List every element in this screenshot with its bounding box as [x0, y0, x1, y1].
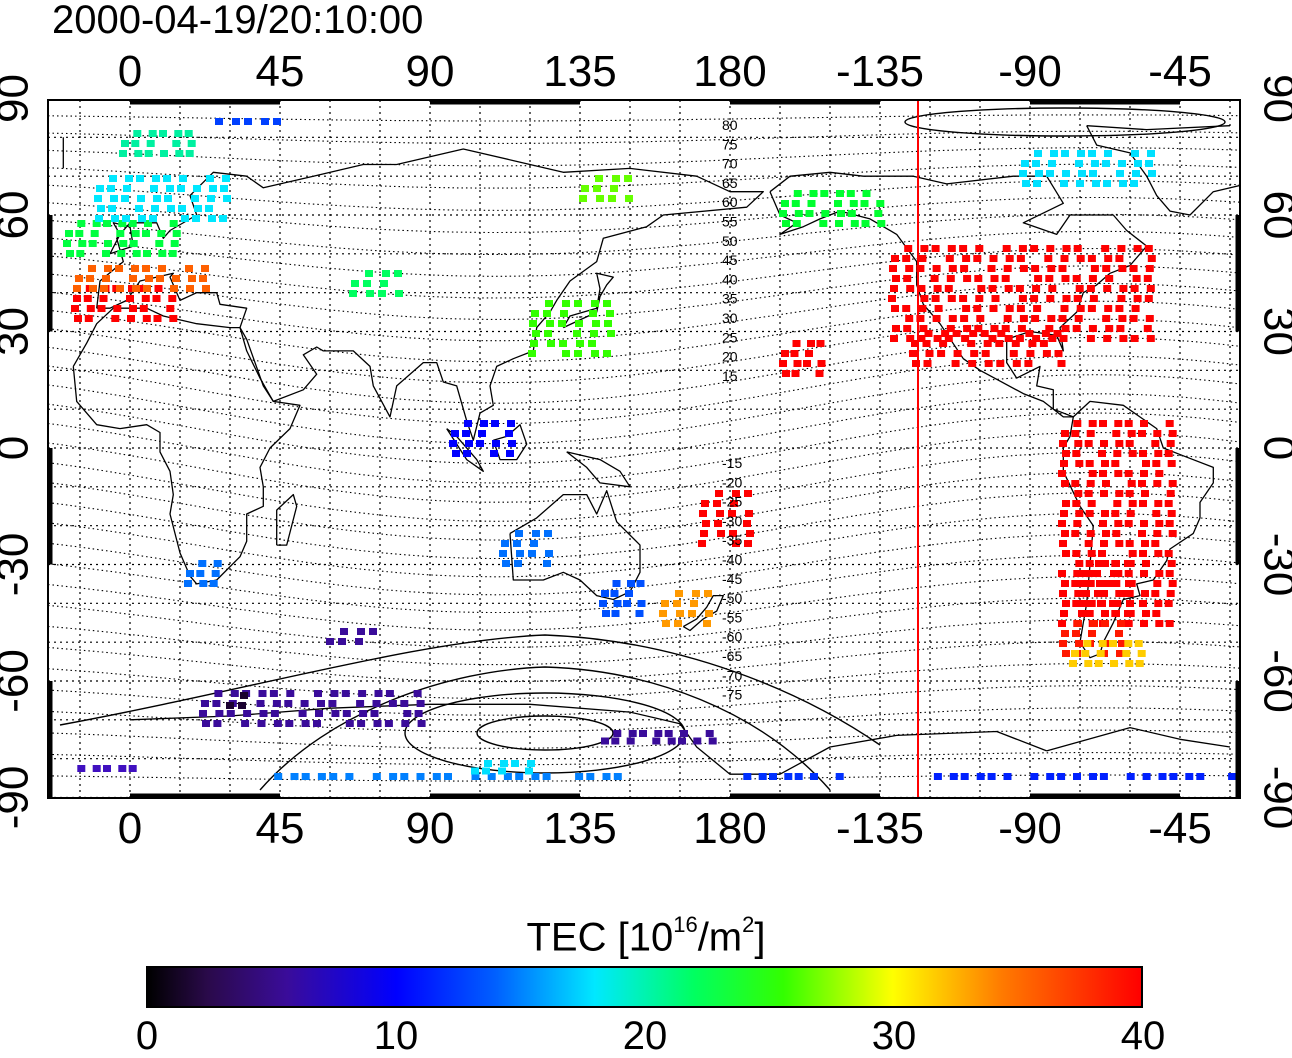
graticule — [48, 100, 1240, 798]
lat-tick-right: 30 — [1254, 307, 1292, 356]
contour-label-south: -15 — [722, 455, 742, 471]
contour-label-north: 75 — [722, 136, 738, 152]
lat-tick-left: -30 — [0, 533, 38, 597]
lon-tick-top: -45 — [1148, 47, 1212, 96]
contour-label-south: -50 — [722, 590, 742, 606]
contour-label-south: -70 — [722, 667, 742, 683]
lon-tick-top: -135 — [836, 47, 924, 96]
contour-label-north: 20 — [722, 349, 738, 365]
contour-label-south: -45 — [722, 571, 742, 587]
contour-label-north: 80 — [722, 117, 738, 133]
contour-label-south: -65 — [722, 648, 742, 664]
frame-ticks — [47, 99, 1241, 799]
lat-tick-right: 0 — [1254, 436, 1292, 460]
lat-tick-left: 60 — [0, 191, 38, 240]
lat-tick-right: 60 — [1254, 191, 1292, 240]
colorbar-title: TEC [1016/m2] — [526, 912, 766, 960]
lon-tick-top: 180 — [693, 47, 766, 96]
contour-label-north: 45 — [722, 252, 738, 268]
contour-label-south: -20 — [722, 474, 742, 490]
lon-tick-bottom: -135 — [836, 804, 924, 853]
contour-label-north: 50 — [722, 233, 738, 249]
contour-label-north: 65 — [722, 175, 738, 191]
contour-label-north: 30 — [722, 310, 738, 326]
lon-tick-bottom: 180 — [693, 804, 766, 853]
lon-tick-top: 45 — [256, 47, 305, 96]
contour-label-north: 70 — [722, 156, 738, 172]
lat-tick-right: 90 — [1254, 74, 1292, 123]
contour-label-north: 40 — [722, 271, 738, 287]
lon-tick-bottom: -45 — [1148, 804, 1212, 853]
lat-tick-left: -60 — [0, 649, 38, 713]
lat-tick-left: 90 — [0, 74, 38, 123]
contour-label-north: 55 — [722, 214, 738, 230]
colorbar-tick-0: 0 — [135, 1014, 159, 1058]
lon-tick-bottom: 45 — [256, 804, 305, 853]
lon-tick-top: -90 — [998, 47, 1062, 96]
colorbar-tick-10: 10 — [373, 1014, 419, 1058]
contour-label-south: -55 — [722, 609, 742, 625]
map-title: 2000-04-19/20:10:00 — [52, 0, 424, 42]
lat-tick-left: 30 — [0, 307, 38, 356]
axis-labels: 0 45 90 135 180 -135 -90 -45 0 45 90 135 180 -135 -90 -… — [0, 47, 1292, 853]
contour-label-north: 60 — [722, 194, 738, 210]
colorbar — [146, 966, 1143, 1008]
contour-label-south: -35 — [722, 532, 742, 548]
colorbar-tick-20: 20 — [622, 1014, 668, 1058]
tec-world-map: 80 75 70 65 60 55 50 45 40 35 30 25 20 15 -15 -20 -25 -30… — [0, 47, 1292, 853]
lon-tick-top: 90 — [406, 47, 455, 96]
contour-label-north: 15 — [722, 368, 738, 384]
lon-tick-bottom: 0 — [118, 804, 142, 853]
lon-tick-bottom: 135 — [543, 804, 616, 853]
lat-tick-left: -90 — [0, 766, 38, 830]
coastlines — [62, 125, 1240, 775]
contour-label-south: -25 — [722, 494, 742, 510]
contour-labels: 80 75 70 65 60 55 50 45 40 35 30 25 20 15 -15 -20 -25 -30… — [722, 117, 742, 703]
contour-label-north: 35 — [722, 291, 738, 307]
lat-tick-right: -60 — [1254, 649, 1292, 713]
lon-tick-bottom: 90 — [406, 804, 455, 853]
lon-tick-top: 135 — [543, 47, 616, 96]
contour-label-south: -40 — [722, 552, 742, 568]
tec-observations — [63, 118, 1237, 780]
lon-tick-top: 0 — [118, 47, 142, 96]
lon-tick-bottom: -90 — [998, 804, 1062, 853]
contour-label-south: -60 — [722, 629, 742, 645]
lat-tick-right: -90 — [1254, 766, 1292, 830]
contour-label-north: 25 — [722, 329, 738, 345]
contour-label-south: -75 — [722, 687, 742, 703]
lat-tick-right: -30 — [1254, 533, 1292, 597]
contour-label-south: -30 — [722, 513, 742, 529]
colorbar-tick-40: 40 — [1120, 1014, 1166, 1058]
colorbar-tick-30: 30 — [871, 1014, 917, 1058]
lat-tick-left: 0 — [0, 436, 38, 460]
